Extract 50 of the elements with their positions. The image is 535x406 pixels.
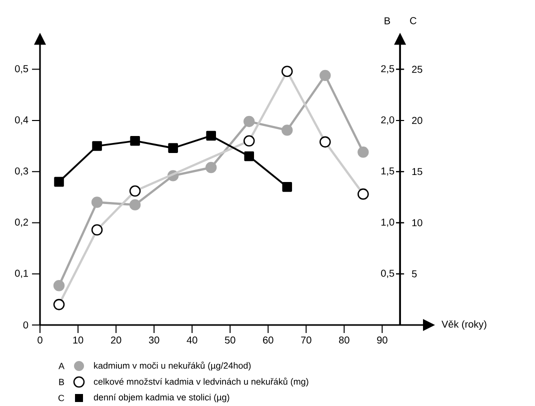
x-tick-label: 90 xyxy=(377,336,388,344)
x-tick-label: 60 xyxy=(263,336,274,344)
point xyxy=(282,124,293,136)
point xyxy=(244,151,254,162)
x-axis-title: Věk (roky) xyxy=(442,320,486,330)
y3-axis-title: C xyxy=(410,17,416,24)
y-tick-label: 0,3 xyxy=(15,167,28,176)
y3-tick-label: 15 xyxy=(412,168,422,176)
x-tick-label: 50 xyxy=(224,336,236,344)
y-tick-label: 0,5 xyxy=(15,65,28,74)
y2-tick-label: 2,5 xyxy=(381,65,394,74)
point xyxy=(130,136,140,146)
point xyxy=(205,162,217,174)
y2-tick-label: 1,5 xyxy=(381,168,394,176)
text: B xyxy=(59,378,64,386)
legend-label: kadmium v moči u nekuřáků (µg/24hod) xyxy=(94,361,251,371)
point xyxy=(320,70,331,82)
y3-tick-label: 5 xyxy=(412,270,417,278)
point xyxy=(53,280,65,292)
x-tick-label: 30 xyxy=(148,336,160,344)
point xyxy=(244,116,255,128)
text: A xyxy=(58,362,64,370)
y3-tick-label: 20 xyxy=(412,116,422,124)
x-tick-label: 20 xyxy=(111,336,122,344)
y2-tick-label: 1,0 xyxy=(381,218,394,227)
point xyxy=(168,143,178,153)
point xyxy=(129,199,141,210)
legend-label: denní objem kadmia ve stolici (µg) xyxy=(94,394,230,402)
y2-tick-label: 2,0 xyxy=(381,116,394,125)
text: C xyxy=(58,394,64,402)
y2-axis-title: B xyxy=(384,17,390,24)
x-tick-label: 10 xyxy=(73,336,84,344)
x-tick-label: 80 xyxy=(339,336,350,344)
point xyxy=(54,176,64,187)
x-tick-label: 70 xyxy=(301,336,312,344)
point xyxy=(282,182,292,192)
x-tick-label: 40 xyxy=(186,336,198,344)
point xyxy=(206,130,216,141)
y3-tick-label: 10 xyxy=(412,219,422,226)
y-tick-label: 0,4 xyxy=(15,116,28,125)
legend-label: celkové množství kadmia v ledvinách u nekuřáků (mg) xyxy=(94,377,308,387)
point xyxy=(358,146,369,158)
y-tick-label: 0,2 xyxy=(15,218,28,227)
y-tick-label: 0 xyxy=(23,321,28,329)
point xyxy=(91,196,103,208)
y-tick-label: 0,1 xyxy=(15,270,28,278)
y3-tick-label: 25 xyxy=(412,66,422,73)
x-tick-label: 0 xyxy=(38,336,42,344)
point xyxy=(92,141,102,151)
y2-tick-label: 0,5 xyxy=(381,270,394,278)
